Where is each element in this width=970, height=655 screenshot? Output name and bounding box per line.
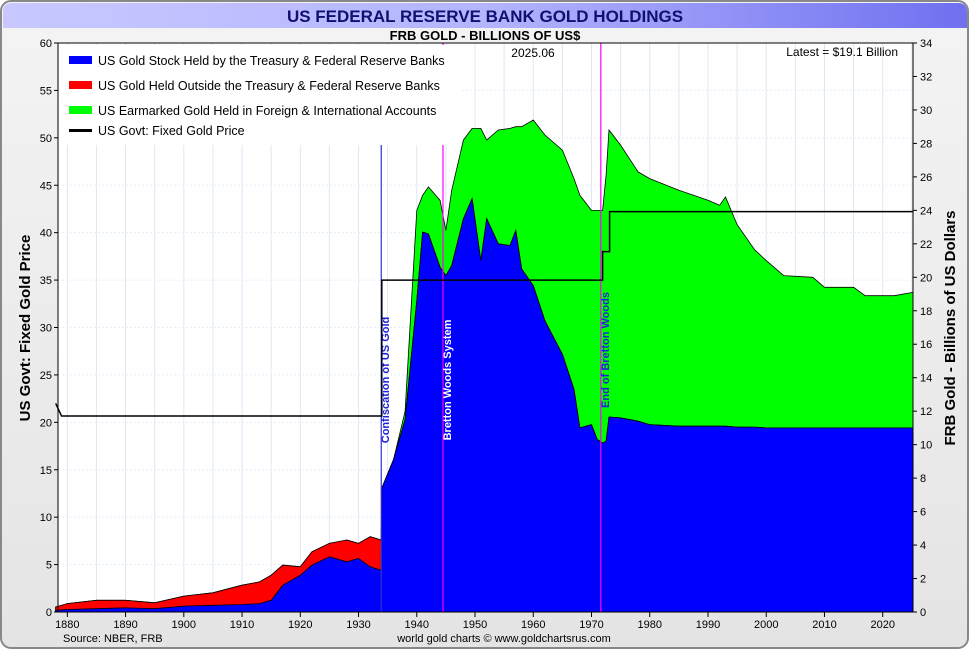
x-tick-label: 1940: [405, 619, 429, 631]
latest-label: Latest = $19.1 Billion: [786, 45, 898, 59]
x-tick-label: 1980: [638, 619, 662, 631]
x-tick-label: 1970: [579, 619, 603, 631]
axes: 1880 1890 1900 1910 1920 1930 1940 1950 1960 1970…: [40, 38, 933, 631]
y-right-tick-label: 12: [920, 406, 932, 418]
chart-subtitle: FRB GOLD - BILLIONS OF US$: [390, 28, 581, 43]
y-right-tick-label: 14: [920, 373, 932, 385]
legend-swatch-red: [69, 81, 92, 89]
legend-swatch-black: [69, 129, 92, 132]
x-tick-label: 1890: [113, 619, 137, 631]
plot-border: [57, 42, 914, 613]
legend: US Gold Stock Held by the Treasury & Fed…: [60, 45, 460, 145]
y-right-tick-label: 30: [920, 105, 932, 117]
y-right-tick-label: 16: [920, 339, 932, 351]
y-right-tick-label: 20: [920, 272, 932, 284]
y-right-tick-label: 26: [920, 172, 932, 184]
y-left-tick-label: 5: [46, 560, 52, 572]
y-right-tick-label: 18: [920, 306, 932, 318]
y-right-tick-label: 6: [920, 507, 926, 519]
legend-swatch-blue: [69, 56, 92, 64]
x-tick-label: 1950: [463, 619, 487, 631]
y-axis-left-label: US Govt: Fixed Gold Price: [17, 235, 34, 422]
y-left-tick-label: 35: [40, 275, 52, 287]
y-axis-right-label: FRB Gold - Billions of US Dollars: [942, 210, 959, 445]
y-left-tick-label: 10: [40, 512, 52, 524]
y-left-tick-label: 0: [46, 607, 52, 619]
x-tick-label: 2000: [754, 619, 778, 631]
legend-swatch-green: [69, 106, 92, 114]
y-left-tick-label: 15: [40, 465, 52, 477]
x-tick-label: 1960: [521, 619, 545, 631]
y-left-tick-label: 50: [40, 133, 52, 145]
y-right-tick-label: 8: [920, 473, 926, 485]
fixed-gold-price-line: [55, 210, 913, 417]
x-tick-label: 1900: [172, 619, 196, 631]
event-label: Bretton Woods System: [442, 319, 454, 440]
credit-note: world gold charts © www.goldchartsrus.co…: [396, 633, 611, 645]
legend-label: US Earmarked Gold Held in Foreign & Inte…: [98, 104, 436, 118]
chart-title: US FEDERAL RESERVE BANK GOLD HOLDINGS: [287, 7, 683, 26]
y-right-tick-label: 0: [920, 607, 926, 619]
price-line: [55, 210, 913, 417]
y-right-tick-label: 10: [920, 440, 932, 452]
y-right-tick-label: 28: [920, 138, 932, 150]
date-label: 2025.06: [511, 46, 555, 60]
y-left-tick-label: 60: [40, 38, 52, 50]
y-right-tick-label: 4: [920, 540, 926, 552]
legend-label: US Gold Stock Held by the Treasury & Fed…: [98, 54, 445, 68]
y-right-tick-label: 24: [920, 205, 932, 217]
series-areas: [55, 119, 914, 613]
area-treasury-fed-gold-stock: [55, 197, 914, 613]
x-tick-label: 1930: [346, 619, 370, 631]
y-left-tick-label: 25: [40, 370, 52, 382]
y-left-tick-label: 40: [40, 228, 52, 240]
y-right-tick-label: 34: [920, 38, 932, 50]
y-left-tick-label: 20: [40, 417, 52, 429]
x-tick-label: 2010: [812, 619, 836, 631]
x-tick-label: 1880: [55, 619, 79, 631]
legend-label: US Gold Held Outside the Treasury & Fede…: [98, 79, 440, 93]
x-tick-label: 1910: [230, 619, 254, 631]
x-tick-label: 1920: [288, 619, 312, 631]
y-right-tick-label: 32: [920, 71, 932, 83]
x-tick-label: 2020: [870, 619, 894, 631]
event-label: Confiscation of US Gold: [380, 317, 392, 444]
legend-label: US Govt: Fixed Gold Price: [98, 124, 245, 138]
y-right-tick-label: 22: [920, 239, 932, 251]
source-note: Source: NBER, FRB: [63, 633, 163, 645]
y-right-tick-label: 2: [920, 574, 926, 586]
event-markers: Confiscation of US Gold Bretton Woods Sys…: [380, 43, 612, 612]
y-left-tick-label: 45: [40, 180, 52, 192]
x-tick-label: 1990: [696, 619, 720, 631]
event-label: End of Bretton Woods: [600, 292, 612, 408]
title-bar: [3, 3, 967, 28]
y-left-tick-label: 55: [40, 85, 52, 97]
y-left-tick-label: 30: [40, 323, 52, 335]
